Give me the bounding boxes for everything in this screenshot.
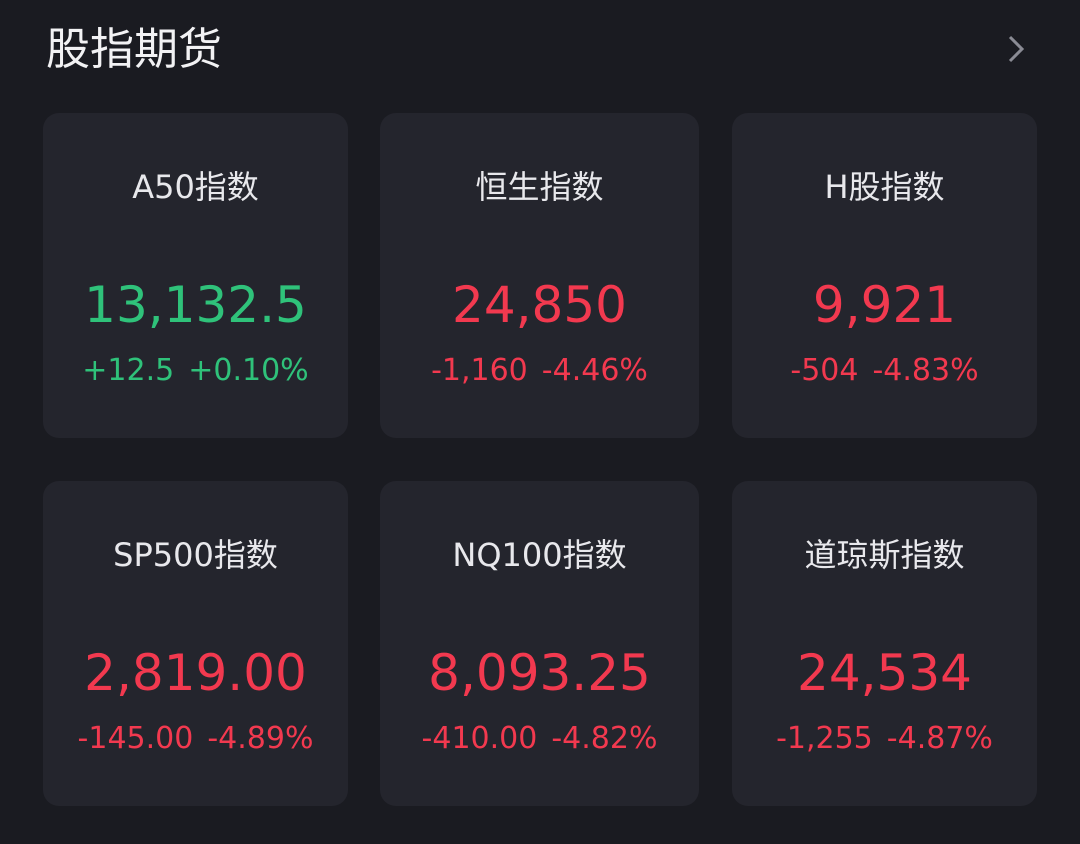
change-amount: +12.5 <box>82 353 175 388</box>
index-price: 2,819.00 <box>84 644 307 702</box>
index-card[interactable]: H股指数 9,921 -504 -4.83% <box>732 113 1037 438</box>
change-amount: -1,160 <box>431 353 528 388</box>
index-change: -410.00 -4.82% <box>380 719 699 759</box>
section-title: 股指期货 <box>46 24 222 75</box>
index-name: NQ100指数 <box>452 536 627 574</box>
index-change: -504 -4.83% <box>732 351 1037 391</box>
change-amount: -504 <box>790 353 859 388</box>
index-card[interactable]: A50指数 13,132.5 +12.5 +0.10% <box>43 113 348 438</box>
index-change: +12.5 +0.10% <box>43 351 348 391</box>
index-card[interactable]: 恒生指数 24,850 -1,160 -4.46% <box>380 113 699 438</box>
change-percent: +0.10% <box>188 353 309 388</box>
index-change: -1,160 -4.46% <box>380 351 699 391</box>
index-change: -145.00 -4.89% <box>43 719 348 759</box>
change-percent: -4.89% <box>207 721 314 756</box>
change-percent: -4.46% <box>541 353 648 388</box>
index-card[interactable]: SP500指数 2,819.00 -145.00 -4.89% <box>43 481 348 806</box>
index-price: 8,093.25 <box>428 644 651 702</box>
index-name: 恒生指数 <box>475 168 604 206</box>
change-percent: -4.82% <box>551 721 658 756</box>
index-card[interactable]: NQ100指数 8,093.25 -410.00 -4.82% <box>380 481 699 806</box>
index-name: A50指数 <box>132 168 259 206</box>
index-price: 24,534 <box>797 644 972 702</box>
change-amount: -145.00 <box>77 721 194 756</box>
index-change: -1,255 -4.87% <box>732 719 1037 759</box>
index-name: H股指数 <box>824 168 945 206</box>
index-price: 24,850 <box>452 276 627 334</box>
index-price: 13,132.5 <box>84 276 307 334</box>
change-percent: -4.87% <box>886 721 993 756</box>
index-name: SP500指数 <box>113 536 278 574</box>
index-name: 道琼斯指数 <box>804 536 965 574</box>
change-amount: -1,255 <box>776 721 873 756</box>
change-amount: -410.00 <box>421 721 538 756</box>
index-card[interactable]: 道琼斯指数 24,534 -1,255 -4.87% <box>732 481 1037 806</box>
change-percent: -4.83% <box>872 353 979 388</box>
more-arrow[interactable] <box>1004 34 1028 64</box>
index-price: 9,921 <box>812 276 957 334</box>
